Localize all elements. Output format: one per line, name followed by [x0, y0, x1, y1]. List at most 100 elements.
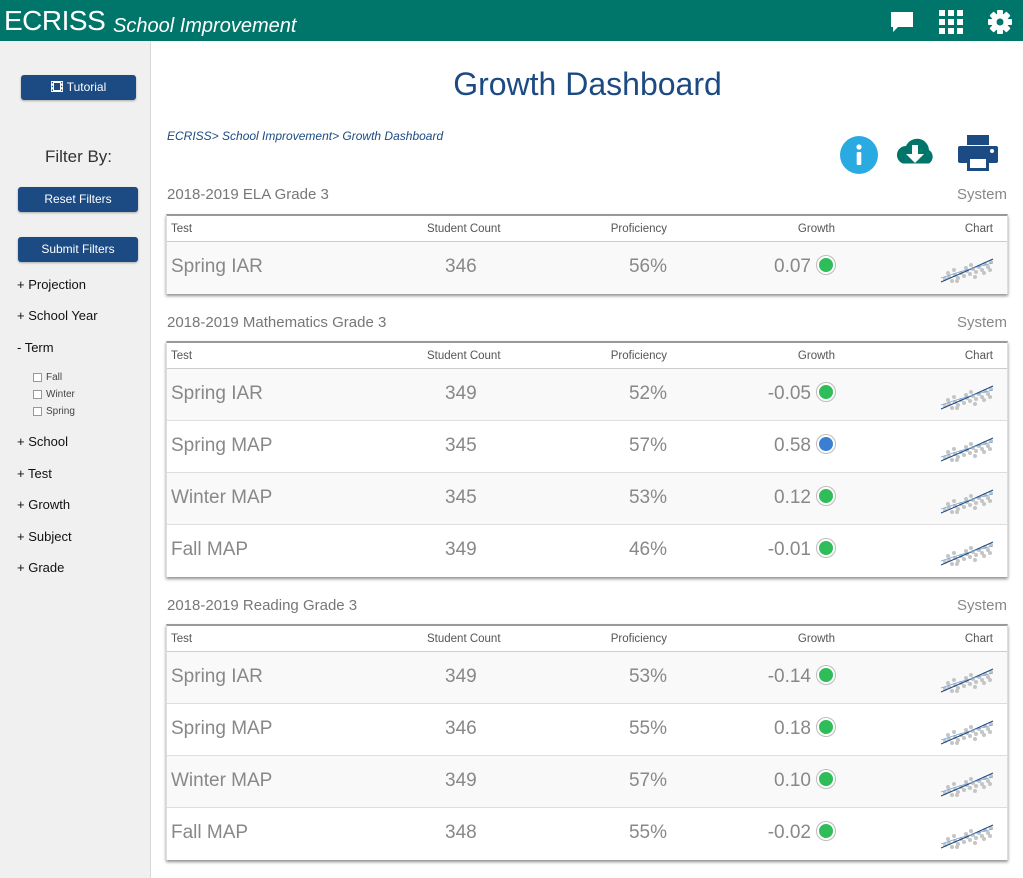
term-option-spring[interactable]: Spring	[33, 406, 75, 417]
table-row[interactable]: Fall MAP 349 46% -0.01	[167, 525, 1007, 577]
proficiency-value: 55%	[628, 718, 667, 739]
print-icon[interactable]	[957, 134, 999, 177]
page-title: Growth Dashboard	[453, 66, 722, 102]
growth-value: -0.14	[767, 666, 811, 687]
growth-table: Test Student Count Proficiency Growth Chart S…	[166, 341, 1008, 577]
column-header-test: Test	[171, 633, 193, 645]
facet-test[interactable]: + Test	[17, 466, 52, 481]
student-count: 349	[445, 383, 477, 404]
term-option-label: Winter	[46, 389, 75, 400]
growth-value: 0.12	[774, 487, 811, 508]
table-row[interactable]: Spring IAR 346 56% 0.07	[167, 242, 1007, 294]
student-count: 345	[445, 487, 477, 508]
facet-growth[interactable]: + Growth	[17, 497, 71, 512]
growth-status-dot	[817, 256, 835, 274]
scatter-chart-icon[interactable]	[939, 765, 995, 799]
growth-table: Test Student Count Proficiency Growth Chart S…	[166, 624, 1008, 860]
student-count: 345	[445, 435, 477, 456]
column-header-growth: Growth	[797, 350, 835, 362]
facet-subject[interactable]: + Subject	[17, 529, 72, 544]
scatter-chart-icon[interactable]	[939, 430, 995, 464]
test-name: Spring MAP	[171, 435, 273, 456]
column-header-student-count: Student Count	[427, 223, 501, 235]
chat-icon[interactable]	[889, 9, 915, 35]
test-name: Winter MAP	[171, 770, 273, 791]
column-header-proficiency: Proficiency	[610, 633, 667, 645]
growth-status-dot	[817, 539, 835, 557]
growth-value: -0.05	[767, 383, 811, 404]
scatter-chart-icon[interactable]	[939, 817, 995, 851]
test-name: Fall MAP	[171, 822, 249, 843]
checkbox[interactable]	[33, 373, 42, 382]
reset-filters-button[interactable]: Reset Filters	[18, 187, 138, 212]
scatter-chart-icon[interactable]	[939, 378, 995, 412]
proficiency-value: 57%	[628, 435, 667, 456]
facet-school[interactable]: + School	[17, 434, 68, 449]
table-row[interactable]: Spring MAP 346 55% 0.18	[167, 704, 1007, 756]
term-option-winter[interactable]: Winter	[33, 389, 75, 400]
growth-status-dot	[817, 383, 835, 401]
filter-sidebar: Tutorial Filter By: Reset Filters Submit…	[0, 41, 151, 878]
column-header-proficiency: Proficiency	[610, 350, 667, 362]
test-name: Spring IAR	[171, 256, 263, 277]
proficiency-value: 53%	[628, 666, 667, 687]
growth-value: 0.07	[774, 256, 811, 277]
growth-status-dot	[817, 770, 835, 788]
facet-grade[interactable]: + Grade	[17, 560, 65, 575]
table-row[interactable]: Winter MAP 345 53% 0.12	[167, 473, 1007, 525]
scatter-chart-icon[interactable]	[939, 251, 995, 285]
table-row[interactable]: Spring IAR 349 53% -0.14	[167, 652, 1007, 704]
table-header: Test Student Count Proficiency Growth Chart	[167, 216, 1007, 242]
growth-value: 0.10	[774, 770, 811, 791]
term-option-fall[interactable]: Fall	[33, 372, 62, 383]
submit-filters-button[interactable]: Submit Filters	[18, 237, 138, 262]
info-icon[interactable]	[840, 136, 878, 179]
checkbox[interactable]	[33, 407, 42, 416]
scatter-chart-icon[interactable]	[939, 482, 995, 516]
student-count: 349	[445, 770, 477, 791]
column-header-student-count: Student Count	[427, 633, 501, 645]
app-module-name: School Improvement	[113, 15, 297, 37]
table-row[interactable]: Winter MAP 349 57% 0.10	[167, 756, 1007, 808]
gear-icon[interactable]	[987, 9, 1013, 35]
apps-grid-icon[interactable]	[938, 9, 964, 35]
scatter-chart-icon[interactable]	[939, 713, 995, 747]
student-count: 349	[445, 539, 477, 560]
proficiency-value: 56%	[628, 256, 667, 277]
checkbox[interactable]	[33, 390, 42, 399]
top-bar: ECRISS School Improvement	[0, 0, 1023, 41]
growth-status-dot	[817, 435, 835, 453]
tutorial-button[interactable]: Tutorial	[21, 75, 136, 100]
section-title: 2018-2019 ELA Grade 3	[167, 186, 329, 203]
proficiency-value: 55%	[628, 822, 667, 843]
proficiency-value: 52%	[628, 383, 667, 404]
column-header-chart: Chart	[964, 223, 993, 235]
scatter-chart-icon[interactable]	[939, 661, 995, 695]
breadcrumb[interactable]: ECRISS> School Improvement> Growth Dashb…	[167, 129, 444, 143]
table-body: Spring IAR 346 56% 0.07	[167, 242, 1007, 294]
column-header-growth: Growth	[797, 223, 835, 235]
growth-value: -0.01	[767, 539, 811, 560]
column-header-proficiency: Proficiency	[610, 223, 667, 235]
facet-term[interactable]: - Term	[17, 340, 54, 355]
facet-school-year[interactable]: + School Year	[17, 308, 98, 323]
cloud-download-icon[interactable]	[891, 136, 939, 175]
table-row[interactable]: Fall MAP 348 55% -0.02	[167, 808, 1007, 860]
test-name: Spring MAP	[171, 718, 273, 739]
growth-status-dot	[817, 487, 835, 505]
tutorial-label: Tutorial	[66, 80, 107, 94]
column-header-student-count: Student Count	[427, 350, 501, 362]
growth-status-dot	[817, 822, 835, 840]
growth-status-dot	[817, 666, 835, 684]
proficiency-value: 53%	[628, 487, 667, 508]
facet-projection[interactable]: + Projection	[17, 277, 87, 292]
section-title: 2018-2019 Mathematics Grade 3	[167, 314, 387, 331]
section-level-label: System	[956, 186, 1007, 203]
table-row[interactable]: Spring IAR 349 52% -0.05	[167, 369, 1007, 421]
column-header-chart: Chart	[964, 633, 993, 645]
section-level-label: System	[956, 314, 1007, 331]
growth-table: Test Student Count Proficiency Growth Chart S…	[166, 214, 1008, 294]
scatter-chart-icon[interactable]	[939, 534, 995, 568]
term-option-label: Spring	[46, 406, 75, 417]
table-row[interactable]: Spring MAP 345 57% 0.58	[167, 421, 1007, 473]
